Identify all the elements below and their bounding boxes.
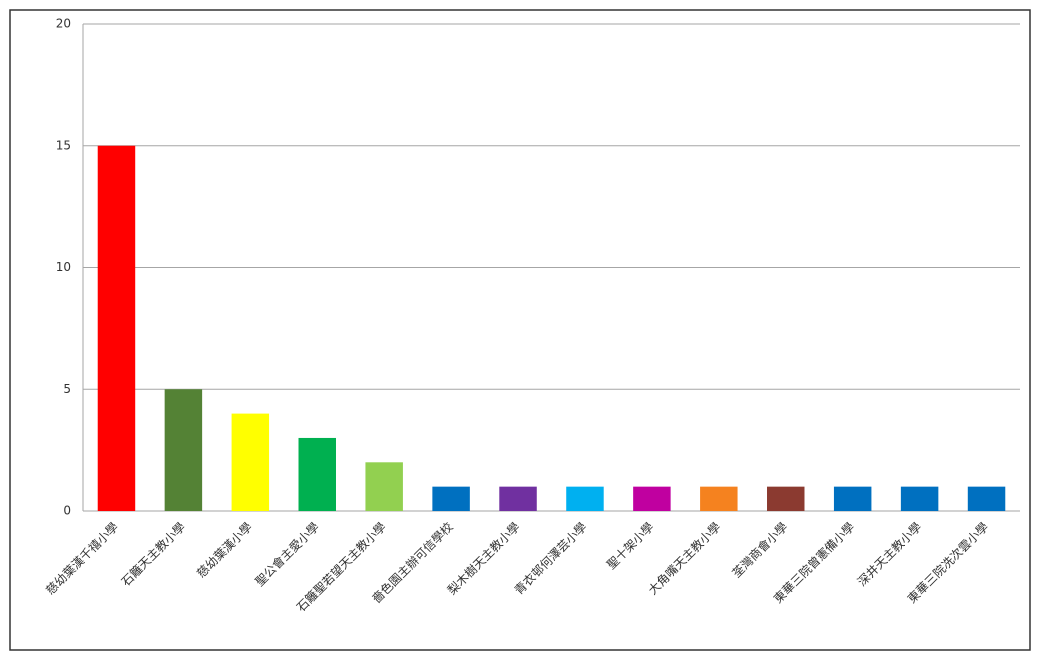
bar bbox=[967, 486, 1006, 511]
bar bbox=[365, 462, 403, 511]
bar bbox=[633, 486, 671, 511]
bar bbox=[700, 486, 738, 511]
bar bbox=[499, 486, 537, 511]
y-tick-label: 20 bbox=[56, 17, 71, 31]
bar bbox=[97, 145, 136, 511]
bar bbox=[767, 486, 805, 511]
y-tick-label: 0 bbox=[63, 504, 71, 518]
bar bbox=[298, 437, 336, 511]
bar bbox=[900, 486, 939, 511]
chart-frame bbox=[9, 9, 1031, 651]
y-tick-label: 5 bbox=[63, 382, 71, 396]
bar bbox=[164, 389, 203, 511]
y-tick-label: 10 bbox=[56, 260, 71, 274]
bar bbox=[566, 486, 604, 511]
y-tick-label: 15 bbox=[56, 138, 71, 152]
bar bbox=[432, 486, 470, 511]
bar bbox=[231, 413, 270, 511]
bar bbox=[833, 486, 872, 511]
